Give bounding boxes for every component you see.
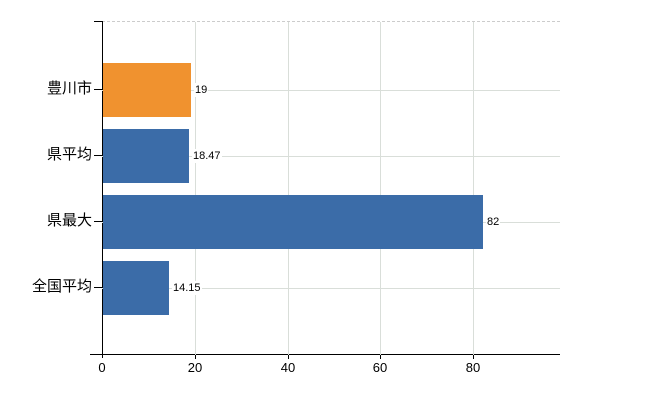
- bar-県最大: [103, 195, 483, 249]
- x-tick-label: 80: [465, 360, 481, 375]
- bar-県平均: [103, 129, 189, 183]
- x-axis-tick: [195, 355, 196, 359]
- y-category-label: 県最大: [46, 212, 92, 229]
- y-category-label: 豊川市: [46, 80, 92, 97]
- bar-value-label: 18.47: [192, 149, 222, 163]
- bar-value-label: 14.15: [172, 281, 202, 295]
- x-tick-label: 0: [98, 360, 106, 375]
- x-axis-tick: [473, 355, 474, 359]
- y-axis-top-tick: [94, 21, 102, 22]
- x-axis-line: [90, 354, 560, 355]
- x-axis-tick: [288, 355, 289, 359]
- horizontal-gridline: [102, 90, 560, 91]
- bar-全国平均: [103, 261, 169, 315]
- y-axis-tick: [94, 221, 102, 222]
- horizontal-gridline: [102, 288, 560, 289]
- bar-豊川市: [103, 63, 191, 117]
- y-axis-tick: [94, 89, 102, 90]
- y-axis-tick: [94, 287, 102, 288]
- vertical-gridline: [195, 22, 196, 355]
- y-category-label: 全国平均: [31, 278, 92, 295]
- x-tick-label: 40: [280, 360, 296, 375]
- vertical-gridline: [288, 22, 289, 355]
- y-axis-line: [102, 21, 103, 358]
- y-axis-tick: [94, 155, 102, 156]
- x-tick-label: 20: [187, 360, 203, 375]
- x-axis-tick: [380, 355, 381, 359]
- bar-value-label: 19: [194, 83, 209, 97]
- vertical-gridline: [473, 22, 474, 355]
- horizontal-gridline: [102, 156, 560, 157]
- bar-value-label: 82: [486, 215, 501, 229]
- vertical-gridline: [380, 22, 381, 355]
- y-category-label: 県平均: [46, 146, 92, 163]
- x-tick-label: 60: [372, 360, 388, 375]
- plot-area: 19 18.47 82 14.15: [102, 21, 560, 355]
